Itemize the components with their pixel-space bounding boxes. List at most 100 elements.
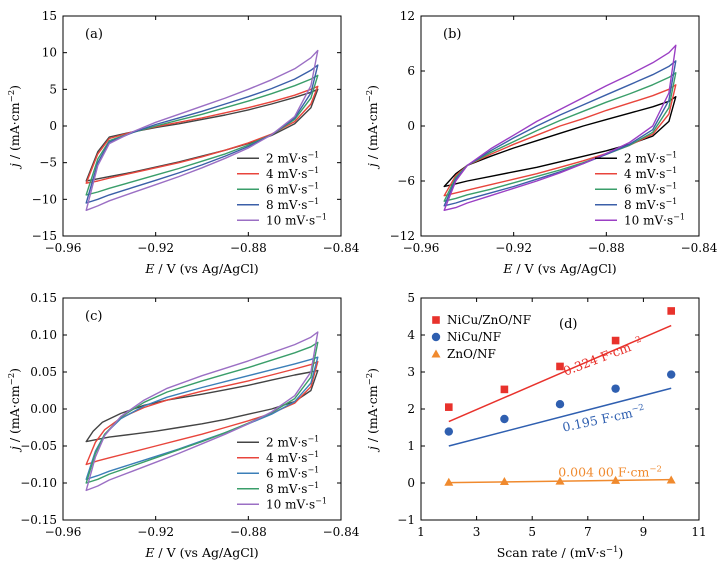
y-axis-label-close: )	[7, 85, 22, 90]
y-tick-label: −6	[397, 174, 415, 188]
legend-label: 4 mV·s−1	[266, 166, 319, 181]
panel-label: (a)	[85, 27, 103, 42]
y-tick-label: 0.15	[30, 291, 57, 305]
x-axis-label-sup: −1	[606, 545, 619, 555]
legend-label-sup: −1	[307, 197, 319, 206]
legend-label: NiCu/ZnO/NF	[447, 313, 531, 327]
legend-label: 8 mV·s−1	[624, 197, 677, 212]
x-axis-label-unit: / V (vs Ag/AgCl)	[154, 545, 258, 560]
fit-slope-label-text: 0.195 F·cm	[561, 405, 634, 435]
x-axis-label-text: Scan rate / (mV·s	[497, 545, 606, 560]
legend-label-sup: −1	[315, 496, 327, 505]
legend-label: 2 mV·s−1	[266, 434, 319, 449]
y-tick-label: 2	[407, 402, 415, 416]
legend-label-text: 10 mV·s	[266, 497, 315, 511]
y-tick-label: −0.15	[20, 513, 57, 527]
data-point-triangle	[444, 477, 454, 486]
cv-curve-4	[85, 64, 319, 204]
y-axis-label-symbol: j	[365, 446, 380, 453]
cv-curve-4	[443, 60, 677, 207]
fit-slope-label: 0.195 F·cm−2	[561, 403, 646, 435]
legend-marker-triangle	[431, 349, 441, 358]
x-tick-label: −0.92	[137, 241, 174, 255]
legend-label: 8 mV·s−1	[266, 197, 319, 212]
legend-label: NiCu/NF	[447, 330, 501, 344]
cv-curve-3	[85, 356, 319, 480]
y-tick-label: −5	[39, 156, 57, 170]
x-axis-label: E / V (vs Ag/AgCl)	[502, 261, 616, 276]
y-tick-label: 0	[49, 119, 57, 133]
legend-label: 6 mV·s−1	[266, 465, 319, 480]
y-axis-label-close: )	[7, 368, 22, 373]
cv-curve-5	[443, 44, 677, 211]
y-axis-label-sup: −2	[7, 373, 17, 386]
y-axis-label-sup: −2	[365, 90, 375, 103]
x-tick-label: −0.88	[588, 241, 625, 255]
data-point-circle	[555, 399, 565, 409]
y-axis-label-symbol: j	[365, 163, 380, 170]
panel-label: (c)	[85, 309, 102, 324]
legend-label-text: 8 mV·s	[266, 482, 307, 496]
x-tick-label: −0.96	[45, 525, 82, 539]
x-tick-label: −0.96	[45, 241, 82, 255]
x-tick-label: −0.88	[230, 241, 267, 255]
legend-label-sup: −1	[307, 481, 319, 490]
y-tick-label: 0	[407, 119, 415, 133]
data-point-square	[611, 336, 620, 345]
legend-label: 10 mV·s−1	[624, 212, 685, 227]
legend-label-text: 4 mV·s	[266, 167, 307, 181]
legend-label: 6 mV·s−1	[624, 181, 677, 196]
legend-label-sup: −1	[307, 166, 319, 175]
y-tick-label: 4	[407, 328, 415, 342]
legend-label-sup: −1	[315, 212, 327, 221]
legend-label-text: 2 mV·s	[266, 435, 307, 449]
x-axis-label: Scan rate / (mV·s−1)	[497, 545, 624, 560]
x-tick-label: −0.92	[495, 241, 532, 255]
y-axis-label-close: )	[365, 85, 380, 90]
legend-label-text: 6 mV·s	[266, 182, 307, 196]
legend-label-sup: −1	[665, 150, 677, 159]
data-point-circle	[667, 370, 676, 379]
y-tick-label: 12	[400, 9, 415, 23]
cv-curve-5	[85, 331, 319, 492]
fit-slope-label-text: 0.324 F·cm	[561, 339, 633, 379]
legend-label-text: 6 mV·s	[624, 182, 665, 196]
legend-marker-circle	[431, 332, 441, 342]
x-axis-label: E / V (vs Ag/AgCl)	[144, 261, 258, 276]
fit-slope-label-text: 0.004 00 F·cm	[558, 465, 649, 480]
panel-label: (d)	[559, 317, 577, 332]
legend-label: 4 mV·s−1	[266, 450, 319, 465]
legend-label-sup: −1	[307, 450, 319, 459]
x-tick-label: 7	[584, 525, 592, 539]
fit-slope-label-sup: −2	[628, 335, 643, 349]
y-axis-label-unit: / (mA·cm	[365, 102, 380, 163]
y-tick-label: −1	[397, 513, 415, 527]
legend-label: 4 mV·s−1	[624, 166, 677, 181]
y-tick-label: 15	[42, 9, 57, 23]
y-axis-label-unit: / (mA·cm	[7, 102, 22, 163]
y-tick-label: −0.10	[20, 476, 57, 490]
cv-curve-4	[85, 341, 319, 484]
x-axis-label-unit: / V (vs Ag/AgCl)	[512, 261, 616, 276]
x-tick-label: 1	[417, 525, 425, 539]
x-tick-label: −0.84	[323, 525, 360, 539]
y-tick-label: −12	[390, 229, 415, 243]
data-point-circle	[500, 414, 509, 424]
fit-slope-label: 0.324 F·cm−2	[561, 335, 645, 379]
x-tick-label: −0.88	[230, 525, 267, 539]
y-tick-label: 5	[49, 82, 57, 96]
y-axis-label-close: )	[365, 368, 380, 373]
y-tick-label: 10	[42, 46, 57, 60]
data-point-triangle	[666, 475, 676, 484]
x-tick-label: 3	[473, 525, 481, 539]
y-axis-label: j / (mA·cm−2)	[7, 368, 22, 453]
legend-label: 2 mV·s−1	[624, 150, 677, 165]
legend-label: 10 mV·s−1	[266, 212, 327, 227]
data-point-square	[556, 362, 564, 371]
y-axis-label-unit: / (mA·cm	[7, 385, 22, 446]
data-point-square	[445, 403, 453, 411]
y-axis-label: j / (mA·cm−2)	[7, 85, 22, 170]
